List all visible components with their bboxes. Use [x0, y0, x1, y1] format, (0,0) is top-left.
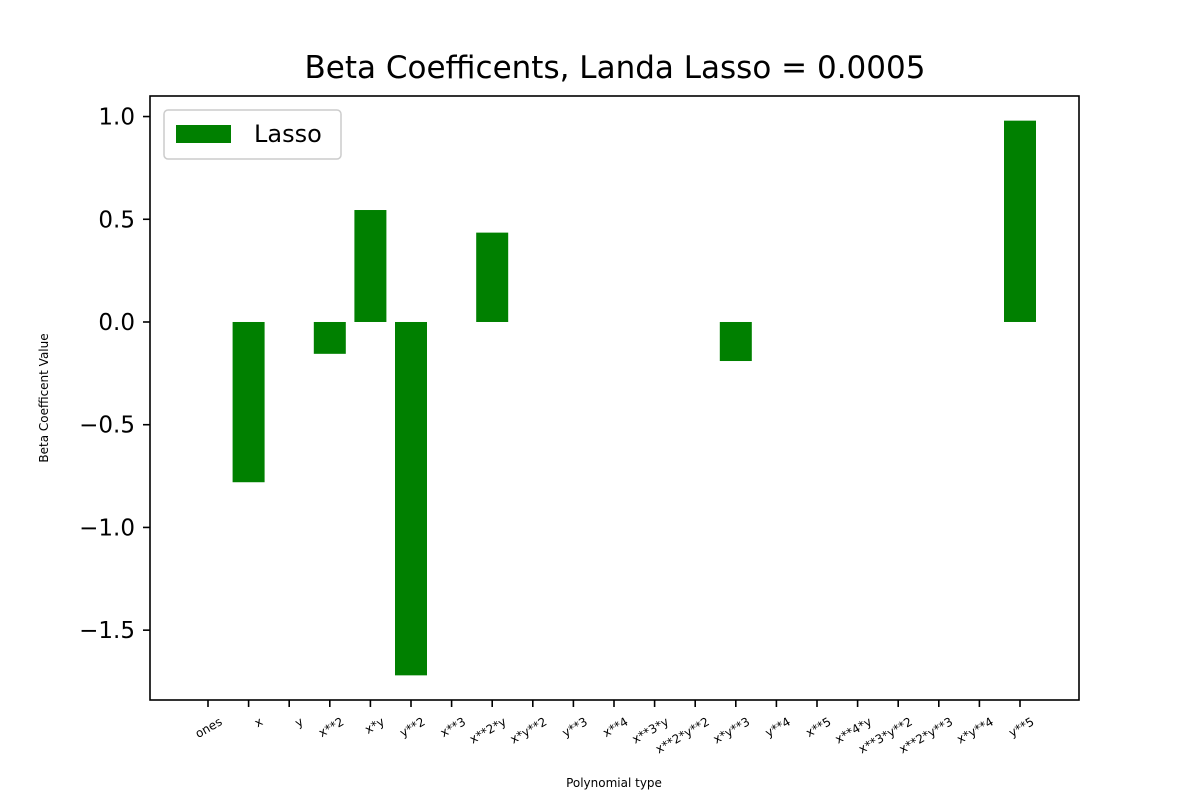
- bar-x*y: [354, 210, 387, 322]
- bar-x**2: [313, 321, 346, 354]
- x-axis-ticks: ones x y x**2 x*y y**2 x**3 x**2*y x*y**2 y**3 x**…: [193, 700, 1037, 756]
- legend: Lasso: [163, 109, 342, 160]
- x-tick-label: ones: [193, 714, 225, 740]
- x-tick-label: y: [293, 714, 306, 730]
- y-tick-label: 1.0: [98, 105, 135, 131]
- y-axis-ticks: 1.0 0.5 0.0 −0.5 −1.0 −1.5: [79, 105, 150, 644]
- x-tick-label: x*y**3: [711, 714, 753, 746]
- bar-x*y**3: [719, 321, 752, 362]
- x-tick-label: y**2: [397, 714, 427, 739]
- bars-layer: [232, 120, 1036, 676]
- legend-box: [163, 109, 342, 160]
- x-tick-label: x*y: [362, 714, 386, 736]
- y-tick-label: 0.5: [98, 207, 135, 233]
- bar-y**5: [1004, 120, 1036, 322]
- bar-y**2: [395, 321, 427, 676]
- chart-title: Beta Coefficents, Landa Lasso = 0.0005: [305, 50, 926, 86]
- x-tick-label: x**3: [438, 714, 468, 739]
- y-tick-label: −1.0: [79, 515, 135, 541]
- bar-x: [232, 321, 265, 483]
- x-tick-label: y**4: [763, 714, 793, 739]
- x-tick-label: x**4: [600, 714, 630, 739]
- legend-swatch-lasso: [176, 125, 231, 143]
- y-tick-label: 0.0: [98, 310, 135, 336]
- y-axis-label: Beta Coefficent Value: [37, 333, 51, 462]
- x-tick-label: y**5: [1006, 714, 1036, 739]
- plot-frame: [149, 95, 1080, 701]
- bar-x**2*y: [476, 232, 509, 322]
- x-tick-label: x**2*y: [467, 714, 509, 746]
- x-axis-label: Polynomial type: [566, 776, 662, 790]
- x-tick-label: x: [252, 714, 265, 730]
- x-tick-label: y**3: [560, 714, 590, 739]
- x-tick-label: x**2: [316, 714, 346, 739]
- y-tick-label: −1.5: [79, 618, 135, 644]
- x-tick-label: x*y**4: [954, 714, 996, 746]
- legend-label-lasso: Lasso: [254, 120, 322, 148]
- y-tick-label: −0.5: [79, 413, 135, 439]
- x-tick-label: x*y**2: [508, 714, 550, 746]
- x-tick-label: x**5: [803, 714, 833, 739]
